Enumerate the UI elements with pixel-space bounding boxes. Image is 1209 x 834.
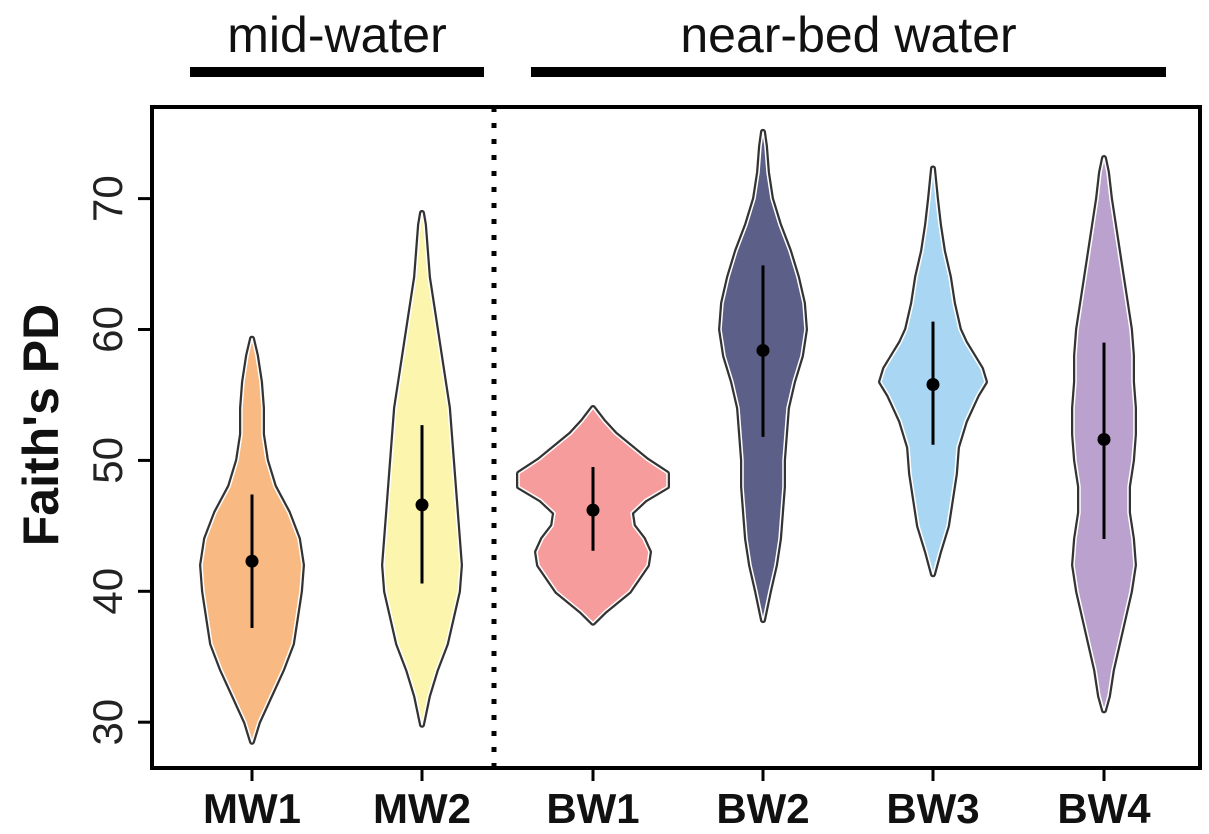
violin-BW2 [718, 128, 808, 624]
median-point [1097, 432, 1111, 446]
y-axis-title: Faith's PD [13, 304, 69, 546]
median-point [756, 343, 770, 357]
violins [199, 128, 1137, 745]
x-tick-label: BW1 [546, 785, 639, 832]
median-point [926, 377, 940, 391]
violin-BW3 [878, 165, 988, 578]
y-tick-label: 50 [84, 437, 131, 484]
violin-BW1 [516, 405, 670, 626]
x-tick-label: MW2 [373, 785, 471, 832]
group-label: near-bed water [680, 7, 1016, 63]
x-tick-label: BW2 [716, 785, 809, 832]
y-tick-label: 40 [84, 568, 131, 615]
violin-BW4 [1071, 155, 1137, 714]
y-tick-label: 60 [84, 306, 131, 353]
y-tick-label: 70 [84, 175, 131, 222]
plot-frame [150, 105, 1202, 770]
y-tick-label: 30 [84, 699, 131, 746]
violin-MW2 [381, 210, 463, 728]
median-point [586, 503, 600, 517]
x-tick-label: BW3 [886, 785, 979, 832]
x-axis: MW1 MW2 BW1 BW2 BW3 BW4 [203, 768, 1151, 832]
median-point [245, 554, 259, 568]
x-tick-label: MW1 [203, 785, 301, 832]
violin-MW1 [199, 335, 305, 745]
median-point [415, 498, 429, 512]
group-label: mid-water [227, 7, 446, 63]
y-axis: 30 40 50 60 70 [84, 175, 152, 746]
group-headers: mid-water near-bed water [190, 7, 1166, 77]
x-tick-label: BW4 [1057, 785, 1151, 832]
